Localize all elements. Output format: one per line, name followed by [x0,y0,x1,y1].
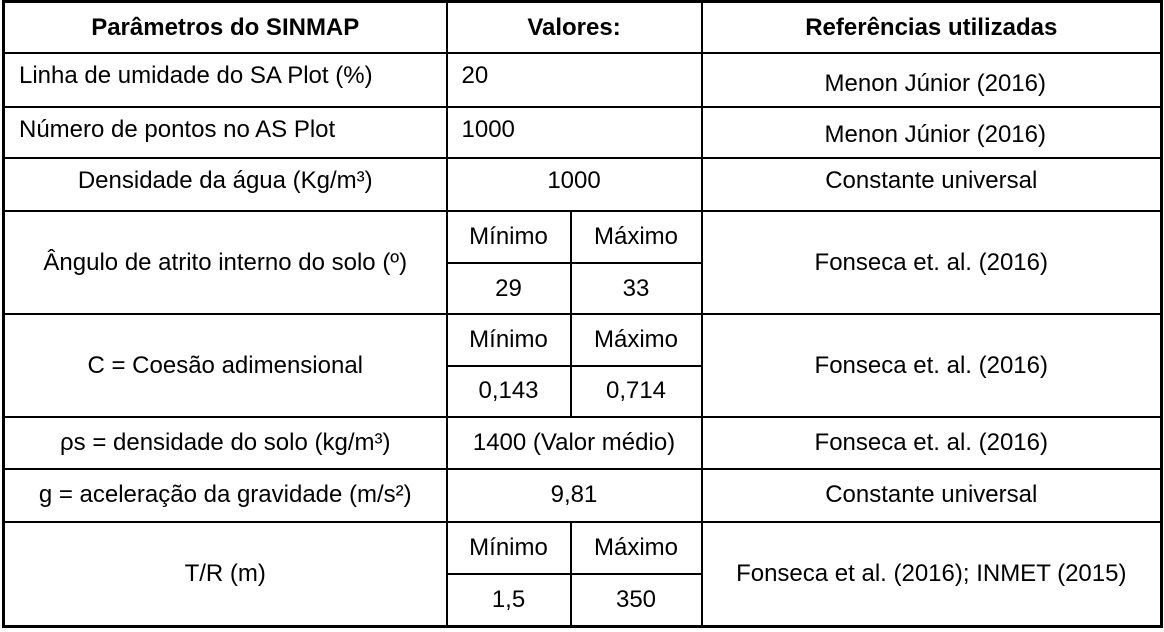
reference-cell: Constante universal [700,468,1164,523]
table-row: Ângulo de atrito interno do solo (º) Mín… [2,210,1164,316]
max-label: Máximo [569,520,703,576]
table-row: 0,143 0,714 [4,364,1162,418]
table-row: C = Coesão adimensional Mínimo Máximo Fo… [2,313,1164,418]
parameter-cell: Ângulo de atrito interno do solo (º) [2,210,448,316]
reference-cell: Menon Júnior (2016) [700,52,1164,108]
reference-cell: Menon Júnior (2016) [700,105,1164,160]
table-row: Número de pontos no AS Plot 1000 Menon J… [2,105,1164,160]
value-cell: 1400 (Valor médio) [445,415,703,471]
min-label: Mínimo [445,210,572,264]
max-label: Máximo [569,210,703,264]
reference-cell: Fonseca et. al. (2016) [700,313,1164,418]
parameter-cell: C = Coesão adimensional [2,313,448,418]
parameter-cell: g = aceleração da gravidade (m/s²) [2,468,448,523]
header-row: Parâmetros do SINMAP Valores: Referência… [2,0,1164,55]
header-parameters: Parâmetros do SINMAP [2,0,448,55]
reference-cell: Constante universal [700,157,1164,213]
max-label: Máximo [569,313,703,367]
min-value: 0,143 [445,364,572,418]
min-value: 1,5 [445,573,572,629]
min-value: 29 [445,261,572,316]
max-value: 0,714 [569,364,703,418]
value-cell: 1000 [445,157,703,213]
table-row: 29 33 [4,261,1162,316]
value-cell: 9,81 [445,468,703,523]
parameter-cell: Linha de umidade do SA Plot (%) [2,52,448,108]
value-cell: 20 [445,52,703,108]
reference-cell: Fonseca et. al. (2016) [700,415,1164,471]
parameter-cell: Densidade da água (Kg/m³) [2,157,448,213]
table-row: Linha de umidade do SA Plot (%) 20 Menon… [2,52,1164,108]
min-label: Mínimo [445,520,572,576]
table-row: 1,5 350 [4,573,1162,629]
parameter-cell: ρs = densidade do solo (kg/m³) [2,415,448,471]
value-cell: 1000 [445,105,703,160]
table-row: ρs = densidade do solo (kg/m³) 1400 (Val… [2,415,1164,471]
header-references: Referências utilizadas [700,0,1164,55]
table-row: g = aceleração da gravidade (m/s²) 9,81 … [2,468,1164,523]
parameter-cell: Número de pontos no AS Plot [2,105,448,160]
max-value: 33 [569,261,703,316]
reference-cell: Fonseca et al. (2016); INMET (2015) [700,520,1164,628]
parameter-cell: T/R (m) [2,520,448,628]
header-values: Valores: [445,0,703,55]
reference-cell: Fonseca et. al. (2016) [700,210,1164,316]
table-row: Densidade da água (Kg/m³) 1000 Constante… [2,157,1164,213]
max-value: 350 [569,573,703,629]
min-label: Mínimo [445,313,572,367]
table-row: T/R (m) Mínimo Máximo Fonseca et al. (20… [2,520,1164,628]
